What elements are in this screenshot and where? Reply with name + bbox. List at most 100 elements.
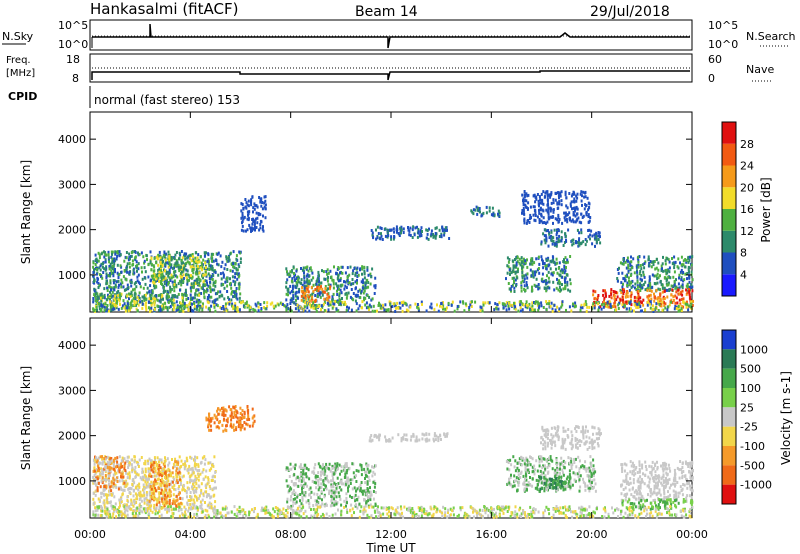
- echo-cell: [523, 221, 526, 225]
- echo-cell: [607, 305, 610, 309]
- echo-cell: [110, 459, 113, 463]
- echo-cell: [187, 487, 190, 491]
- echo-cell: [145, 308, 148, 312]
- echo-cell: [202, 284, 205, 288]
- echo-cell: [92, 469, 95, 473]
- echo-cell: [240, 216, 243, 220]
- echo-cell: [657, 268, 660, 272]
- echo-cell: [103, 505, 106, 509]
- echo-cell: [622, 282, 624, 286]
- echo-cell: [195, 264, 198, 268]
- echo-cell: [550, 301, 553, 305]
- freq-label-1: Freq.: [6, 55, 31, 66]
- echo-cell: [320, 285, 322, 289]
- echo-cell: [407, 226, 409, 229]
- echo-cell: [685, 305, 688, 309]
- echo-cell: [648, 294, 651, 298]
- echo-cell: [485, 211, 488, 215]
- echo-cell: [261, 227, 264, 231]
- echo-cell: [225, 255, 228, 259]
- echo-cell: [324, 287, 327, 291]
- echo-cell: [153, 497, 156, 501]
- echo-cell: [214, 292, 217, 296]
- echo-cell: [687, 260, 690, 264]
- echo-cell: [122, 482, 125, 486]
- echo-cell: [530, 259, 532, 263]
- echo-cell: [254, 228, 256, 232]
- echo-cell: [630, 307, 632, 311]
- echo-cell: [311, 271, 314, 275]
- echo-cell: [159, 479, 162, 482]
- echo-cell: [184, 464, 187, 468]
- echo-cell: [260, 204, 263, 208]
- echo-cell: [535, 197, 538, 201]
- echo-cell: [157, 276, 160, 280]
- echo-cell: [510, 289, 512, 293]
- echo-cell: [312, 289, 315, 293]
- echo-cell: [331, 297, 334, 301]
- echo-cell: [646, 303, 649, 307]
- echo-cell: [683, 301, 686, 305]
- echo-cell: [133, 502, 136, 506]
- echo-cell: [201, 470, 204, 474]
- echo-cell: [664, 262, 667, 266]
- echo-cell: [661, 262, 664, 266]
- echo-cell: [206, 296, 209, 299]
- echo-cell: [138, 252, 141, 256]
- echo-cell: [369, 282, 372, 286]
- echo-cell: [266, 301, 269, 305]
- echo-cell: [97, 277, 99, 281]
- echo-cell: [221, 294, 224, 298]
- echo-cell: [367, 281, 370, 284]
- echo-cell: [264, 199, 267, 203]
- echo-cell: [526, 258, 528, 262]
- echo-cell: [241, 300, 244, 304]
- echo-cell: [303, 308, 306, 312]
- echo-cell: [299, 493, 302, 496]
- echo-cell: [609, 304, 612, 308]
- echo-cell: [522, 199, 524, 203]
- echo-cell: [116, 465, 119, 469]
- echo-cell: [119, 302, 121, 306]
- echo-cell: [521, 276, 524, 279]
- echo-cell: [110, 504, 113, 508]
- echo-cell: [389, 303, 392, 307]
- echo-cell: [114, 472, 116, 476]
- echo-cell: [143, 501, 146, 505]
- echo-cell: [334, 470, 337, 474]
- echo-cell: [691, 303, 694, 307]
- echo-cell: [190, 456, 193, 460]
- echo-cell: [332, 305, 335, 309]
- echo-cell: [154, 487, 156, 491]
- echo-cell: [120, 472, 123, 476]
- echo-cell: [434, 226, 437, 230]
- echo-cell: [676, 265, 679, 269]
- echo-cell: [648, 275, 651, 279]
- echo-cell: [335, 282, 338, 286]
- echo-cell: [208, 264, 211, 267]
- echo-cell: [150, 465, 152, 469]
- echo-cell: [374, 284, 377, 288]
- noise-panel-frame: [89, 19, 693, 51]
- echo-cell: [207, 461, 210, 465]
- echo-cell: [524, 203, 527, 207]
- echo-cell: [569, 255, 572, 258]
- echo-cell: [137, 273, 140, 277]
- echo-cell: [213, 288, 216, 292]
- echo-cell: [292, 489, 295, 493]
- echo-cell: [463, 309, 466, 313]
- echo-cell: [331, 501, 334, 505]
- echo-cell: [130, 278, 133, 282]
- echo-cell: [203, 455, 206, 459]
- echo-cell: [566, 258, 569, 262]
- echo-cell: [224, 305, 227, 309]
- echo-cell: [207, 258, 210, 262]
- echo-cell: [450, 303, 453, 307]
- echo-cell: [308, 502, 311, 506]
- echo-cell: [539, 198, 542, 202]
- echo-cell: [198, 293, 201, 297]
- echo-cell: [290, 297, 293, 301]
- echo-cell: [110, 457, 113, 460]
- echo-cell: [129, 292, 132, 296]
- echo-cell: [94, 263, 97, 266]
